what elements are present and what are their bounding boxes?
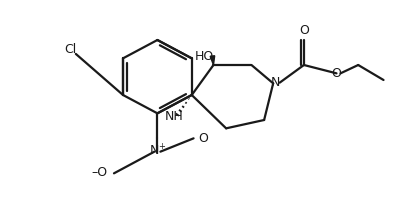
Text: O: O xyxy=(299,24,309,37)
Text: +: + xyxy=(158,142,165,151)
Text: N: N xyxy=(271,76,281,89)
Text: O: O xyxy=(332,67,341,80)
Text: Cl: Cl xyxy=(64,43,77,56)
Text: –O: –O xyxy=(92,166,108,179)
Text: HO: HO xyxy=(195,50,214,63)
Text: NH: NH xyxy=(165,110,184,123)
Text: N: N xyxy=(150,144,159,157)
Polygon shape xyxy=(210,56,215,65)
Text: O: O xyxy=(199,132,209,145)
